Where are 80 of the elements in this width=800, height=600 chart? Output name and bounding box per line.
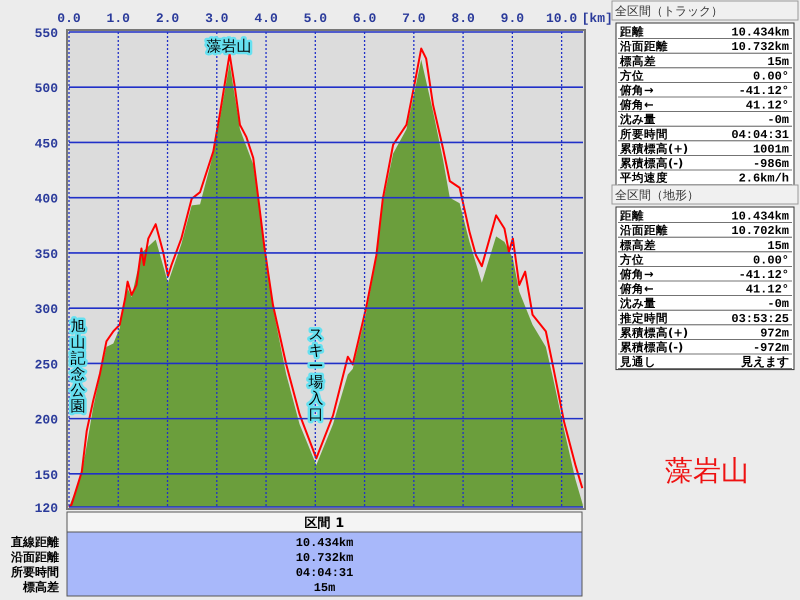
x-tick-label: 3.0 [205,11,229,26]
x-tick-label: 9.0 [500,11,524,26]
y-tick-label: 500 [34,81,58,96]
text: 10.434km [731,210,789,224]
x-tick-label: 0.0 [57,11,81,26]
x-tick-label: 4.0 [254,11,278,26]
category-label: 累積標高(+) [619,141,688,156]
category-label: 沈み量 [619,112,656,126]
y-tick-label: 150 [34,468,58,483]
category-label: 標高差 [22,580,59,594]
category-label: 見通し [619,354,656,369]
category-label: 標高差 [619,54,656,68]
text: -41.12° [738,84,789,98]
text: -972m [752,341,789,355]
x-tick-label: 5.0 [304,11,328,26]
x-tick-label: 6.0 [352,11,376,26]
text: 10.702km [731,224,789,238]
category-label: 方位 [619,252,644,266]
text: 10.434km [296,536,354,550]
y-tick-label: 550 [34,26,58,41]
text: 0.00° [752,69,789,84]
y-tick-label: 350 [34,246,58,262]
text: -41.12° [738,268,789,282]
text: 全区間（地形） [615,188,699,202]
text: 972m [760,326,789,340]
category-label: 距離 [619,208,644,223]
category-label: 距離 [619,24,644,39]
category-label: 方位 [619,68,644,82]
text: -986m [752,157,789,171]
text: 15m [767,238,789,253]
text: 03:53:25 [731,312,789,326]
category-label: 沿面距離 [619,223,668,238]
y-tick-label: 250 [34,357,58,372]
text: 0.00° [752,253,789,268]
category-label: 標高差 [619,238,656,252]
category-label: 所要時間 [619,126,668,141]
category-label: 沈み量 [619,296,656,310]
text: 全区間（トラック） [615,4,723,18]
category-label: 所要時間 [10,565,59,579]
text: 41.12° [746,282,789,297]
category-label: 沿面距離 [10,550,59,564]
text: 04:04:31 [296,566,354,580]
y-tick-label: 450 [34,136,58,152]
text: 2.6km/h [738,172,789,186]
category-label: 俯角→ [619,83,654,97]
text: -0m [767,113,789,128]
category-label: 平均速度 [619,170,668,185]
text: 41.12° [746,98,789,113]
y-tick-label: 400 [34,192,58,207]
text: 区間 1 [304,516,344,531]
text: 15m [767,54,789,69]
x-tick-label: 2.0 [156,11,180,26]
x-tick-label: 8.0 [451,11,475,26]
category-label: 累積標高(-) [619,156,684,170]
text: 10.434km [731,26,789,40]
annotation: 旭山記念公園 [70,317,86,415]
y-tick-label: 200 [34,412,58,428]
category-label: 沿面距離 [619,39,668,54]
text: 04:04:31 [731,128,789,142]
category-label: 俯角→ [619,267,654,281]
x-tick-label: 7.0 [402,11,426,26]
text: 10.732km [731,40,789,54]
x-tick-label: 10.0 [546,11,578,26]
category-label: 直線距離 [10,535,59,549]
y-tick-label: 120 [34,501,58,516]
annotation: 藻岩山 [206,37,252,55]
category-label: 累積標高(-) [619,340,684,354]
category-label: 俯角← [619,98,654,112]
text: 藻岩山 [665,454,749,487]
text: 見えます [741,356,789,370]
y-tick-label: 300 [34,302,58,318]
x-tick-label: 1.0 [106,11,130,26]
text: 15m [314,581,336,595]
text: 10.732km [296,551,354,565]
category-label: 俯角← [619,282,654,296]
x-axis-title: [km] [582,11,613,26]
category-label: 累積標高(+) [619,325,688,340]
text: 1001m [752,142,789,156]
text: -0m [767,297,789,312]
category-label: 推定時間 [619,310,668,325]
